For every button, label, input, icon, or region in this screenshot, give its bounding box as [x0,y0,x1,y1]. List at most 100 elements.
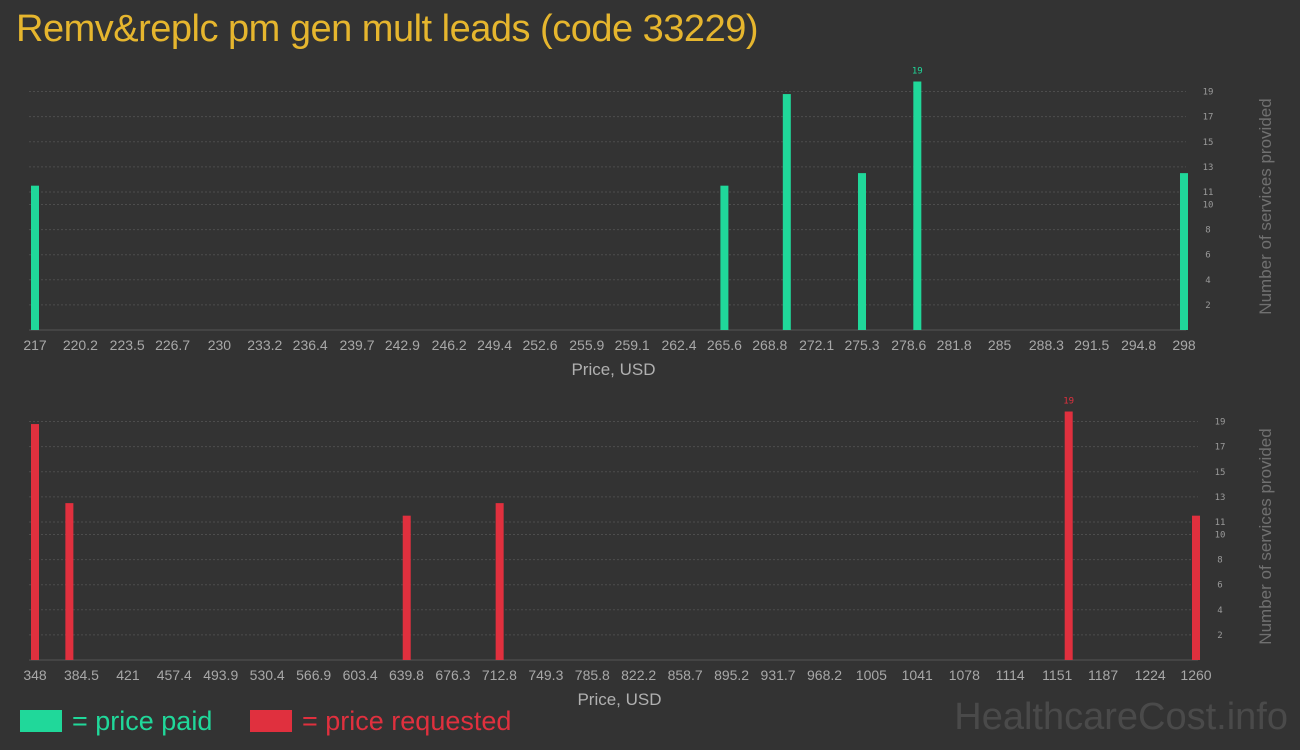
x-tick-label: 265.6 [707,337,742,353]
x-tick-label: 249.4 [477,337,512,353]
y-tick-label: 17 [1203,113,1214,123]
y-axis-label: Number of services provided [1256,428,1275,644]
x-tick-label: 278.6 [891,337,926,353]
x-tick-label: 968.2 [807,667,842,683]
bar [65,503,74,660]
y-tick-label: 10 [1215,531,1226,541]
y-tick-label: 6 [1217,581,1222,591]
x-tick-label: 348 [23,667,47,683]
x-tick-label: 1114 [996,667,1025,683]
y-axis-label: Number of services provided [1256,98,1275,314]
bar [782,94,791,330]
bar [31,424,39,660]
bar [1180,173,1188,330]
legend-requested-label: = price requested [302,705,512,736]
bar [913,81,922,330]
bar [1064,411,1073,660]
y-tick-label: 11 [1215,518,1226,528]
x-tick-label: 242.9 [385,337,420,353]
x-tick-label: 255.9 [569,337,604,353]
x-tick-label: 252.6 [522,337,557,353]
x-tick-label: 223.5 [110,337,145,353]
x-tick-label: 288.3 [1029,337,1064,353]
y-tick-label: 13 [1215,493,1226,503]
bar [1192,515,1200,660]
x-tick-label: 384.5 [64,667,99,683]
x-tick-label: 1151 [1042,667,1072,683]
y-tick-label: 15 [1215,468,1226,478]
x-tick-label: 858.7 [668,667,703,683]
x-axis-label: Price, USD [577,690,661,709]
y-tick-label: 17 [1215,443,1226,453]
x-tick-label: 239.7 [339,337,374,353]
y-tick-label: 13 [1203,163,1214,173]
y-tick-label: 15 [1203,138,1214,148]
x-tick-label: 822.2 [621,667,656,683]
x-axis-label: Price, USD [571,360,655,379]
x-tick-label: 262.4 [661,337,696,353]
bar [720,185,729,330]
y-tick-label: 10 [1203,201,1214,211]
watermark: HealthcareCost.info [954,696,1288,738]
x-tick-label: 603.4 [343,667,378,683]
x-tick-label: 457.4 [157,667,192,683]
x-tick-label: 1187 [1088,667,1118,683]
x-tick-label: 530.4 [250,667,285,683]
legend-price-requested: = price requested [250,704,511,738]
y-tick-label: 2 [1217,631,1222,641]
y-tick-label: 8 [1217,556,1222,566]
x-tick-label: 1260 [1180,667,1211,683]
y-tick-label: 2 [1205,301,1210,311]
x-tick-label: 236.4 [293,337,328,353]
x-tick-label: 298 [1172,337,1196,353]
x-tick-label: 281.8 [937,337,972,353]
x-tick-label: 226.7 [155,337,190,353]
x-tick-label: 291.5 [1074,337,1109,353]
page-title: Remv&replc pm gen mult leads (code 33229… [16,8,759,50]
x-tick-label: 220.2 [63,337,98,353]
y-tick-label: 4 [1205,276,1210,286]
x-tick-label: 785.8 [575,667,610,683]
bar [857,173,866,330]
x-tick-label: 421 [116,667,140,683]
x-tick-label: 493.9 [203,667,238,683]
bar-data-label: 19 [912,67,923,77]
bar [402,515,411,660]
x-tick-label: 275.3 [844,337,879,353]
x-tick-label: 566.9 [296,667,331,683]
x-tick-label: 268.8 [752,337,787,353]
x-tick-label: 230 [208,337,232,353]
y-tick-label: 6 [1205,251,1210,261]
x-tick-label: 272.1 [799,337,834,353]
x-tick-label: 285 [988,337,1012,353]
x-tick-label: 1041 [902,667,933,683]
x-tick-label: 246.2 [432,337,467,353]
y-tick-label: 4 [1217,606,1222,616]
bar [31,185,39,330]
chart-price-paid: 2 4 6 8 10 11 13 15 17 19 217 220.2 223.5 226.7 230 233… [23,67,1275,379]
x-tick-label: 233.2 [247,337,282,353]
y-tick-label: 19 [1215,418,1226,428]
x-tick-label: 749.3 [528,667,563,683]
x-tick-label: 259.1 [615,337,650,353]
bar-data-label: 19 [1063,397,1074,407]
chart-price-requested: 2 4 6 8 10 11 13 15 17 19 348 384.5 421 457.4 493.9 530… [23,397,1275,709]
x-tick-label: 1005 [856,667,887,683]
x-tick-label: 639.8 [389,667,424,683]
legend-paid-label: = price paid [72,705,213,736]
x-tick-label: 895.2 [714,667,749,683]
legend-paid-swatch [20,710,62,732]
x-tick-label: 217 [23,337,47,353]
x-tick-label: 676.3 [435,667,470,683]
y-tick-label: 8 [1205,226,1210,236]
legend-price-paid: = price paid [20,704,212,738]
x-tick-label: 931.7 [761,667,796,683]
y-tick-label: 19 [1203,88,1214,98]
x-tick-label: 294.8 [1121,337,1156,353]
x-tick-label: 712.8 [482,667,517,683]
y-tick-label: 11 [1203,188,1214,198]
x-tick-label: 1078 [949,667,980,683]
legend-requested-swatch [250,710,292,732]
bar [495,503,504,660]
x-tick-label: 1224 [1135,667,1166,683]
